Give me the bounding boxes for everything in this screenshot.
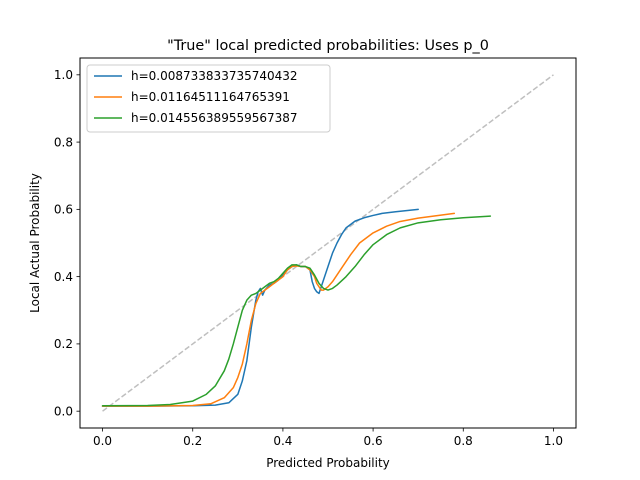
reference-diagonal bbox=[102, 74, 554, 412]
reference-line-layer bbox=[102, 74, 554, 412]
x-tick-label: 0.4 bbox=[273, 434, 292, 448]
plot-area: 0.0 0.2 0.4 0.6 0.8 1.0 0.0 0.2 0.4 0.6 0.8 1.0 bbox=[54, 57, 577, 448]
chart-title: "True" local predicted probabilities: Us… bbox=[167, 38, 489, 54]
x-tick-label: 0.8 bbox=[454, 434, 473, 448]
x-tick-label: 0.2 bbox=[183, 434, 202, 448]
x-ticks: 0.0 0.2 0.4 0.6 0.8 1.0 bbox=[93, 428, 563, 448]
series-line-3 bbox=[101, 215, 492, 407]
y-tick-label: 0.2 bbox=[54, 337, 73, 351]
legend-label-3: h=0.014556389559567387 bbox=[131, 111, 298, 125]
y-tick-label: 1.0 bbox=[54, 68, 73, 82]
x-tick-label: 0.0 bbox=[93, 434, 112, 448]
y-ticks: 0.0 0.2 0.4 0.6 0.8 1.0 bbox=[54, 68, 80, 418]
y-tick-label: 0.0 bbox=[54, 404, 73, 418]
x-axis-label: Predicted Probability bbox=[266, 456, 390, 470]
legend-label-1: h=0.008733833735740432 bbox=[131, 69, 298, 83]
y-tick-label: 0.4 bbox=[54, 270, 73, 284]
legend-label-2: h=0.01164511164765391 bbox=[131, 90, 290, 104]
y-axis-label: Local Actual Probability bbox=[28, 173, 42, 313]
axes-frame bbox=[79, 57, 577, 429]
legend: h=0.008733833735740432 h=0.0116451116476… bbox=[86, 64, 331, 133]
x-tick-label: 0.6 bbox=[364, 434, 383, 448]
y-tick-label: 0.8 bbox=[54, 135, 73, 149]
y-tick-label: 0.6 bbox=[54, 203, 73, 217]
x-tick-label: 1.0 bbox=[544, 434, 563, 448]
legend-frame bbox=[86, 64, 331, 133]
series-layer bbox=[101, 208, 492, 407]
